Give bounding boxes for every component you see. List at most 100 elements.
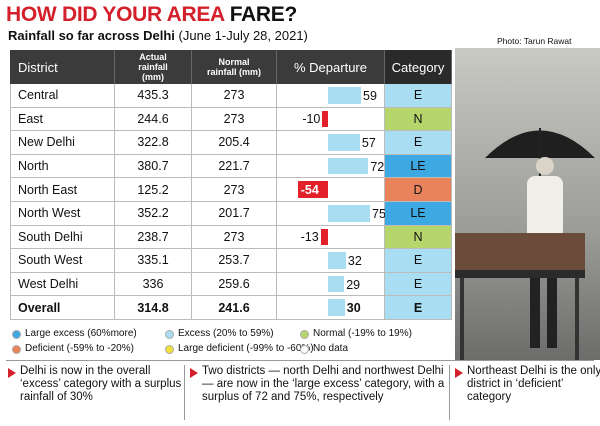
actual-cell: 435.3 xyxy=(115,84,192,108)
legend-label: Large excess (60%more) xyxy=(25,328,137,339)
departure-label: 57 xyxy=(361,135,376,150)
normal-cell: 259.6 xyxy=(192,272,277,297)
departure-label: 72 xyxy=(370,159,385,174)
category-cell: LE xyxy=(385,202,452,226)
actual-cell: 352.2 xyxy=(115,202,192,226)
header-cell: Normal rainfall (mm) xyxy=(192,50,277,84)
category-cell: N xyxy=(385,225,452,250)
note-divider xyxy=(449,365,450,420)
legend-dot xyxy=(12,345,21,354)
note-arrow xyxy=(455,368,463,378)
actual-cell: 314.8 xyxy=(115,296,192,320)
district-cell: East xyxy=(10,107,115,132)
photo-illustration xyxy=(455,128,595,360)
photo xyxy=(455,48,600,360)
legend-dot xyxy=(165,345,174,354)
legend-dot xyxy=(300,345,309,354)
actual-cell: 336 xyxy=(115,272,192,297)
category-cell: E xyxy=(385,131,452,155)
header-cell: District xyxy=(10,50,115,84)
category-cell: E xyxy=(385,272,452,297)
departure-bar xyxy=(328,252,346,269)
title-red: HOW DID YOUR AREA xyxy=(6,3,225,26)
normal-cell: 201.7 xyxy=(192,202,277,226)
departure-bar xyxy=(328,157,369,175)
departure-label: -54 xyxy=(300,183,319,198)
legend-label: No data xyxy=(313,343,349,354)
departure-bar xyxy=(322,110,328,128)
departure-cell xyxy=(277,249,385,273)
departure-bar xyxy=(328,299,345,316)
header-cell: % Departure xyxy=(277,50,385,84)
legend-label: Large deficient (-99% to -60%) xyxy=(178,343,314,354)
district-cell: North East xyxy=(10,178,115,202)
departure-bar xyxy=(328,275,345,293)
district-cell: North xyxy=(10,154,115,179)
legend-dot xyxy=(12,330,21,339)
departure-bar xyxy=(297,181,328,198)
note-arrow xyxy=(8,368,16,378)
district-cell: Central xyxy=(10,84,115,108)
subtitle-bold: Rainfall so far across Delhi xyxy=(8,28,175,43)
category-cell: LE xyxy=(385,154,452,179)
note-divider xyxy=(184,365,185,420)
departure-label: 59 xyxy=(363,88,377,103)
divider xyxy=(6,360,594,361)
normal-cell: 241.6 xyxy=(192,296,277,320)
actual-cell: 335.1 xyxy=(115,249,192,273)
departure-cell xyxy=(277,202,385,226)
departure-cell xyxy=(277,154,385,179)
subtitle: Rainfall so far across Delhi (June 1-Jul… xyxy=(8,28,308,43)
actual-cell: 238.7 xyxy=(115,225,192,250)
district-cell: South West xyxy=(10,249,115,273)
departure-label: 32 xyxy=(347,253,362,268)
departure-label: 30 xyxy=(346,301,361,316)
departure-cell xyxy=(277,178,385,202)
normal-cell: 273 xyxy=(192,225,277,250)
legend-label: Normal (-19% to 19%) xyxy=(313,328,412,339)
departure-bar xyxy=(328,87,362,104)
legend-label: Excess (20% to 59%) xyxy=(178,328,274,339)
departure-cell xyxy=(277,107,385,132)
normal-cell: 221.7 xyxy=(192,154,277,179)
actual-cell: 322.8 xyxy=(115,131,192,155)
title: HOW DID YOUR AREA FARE? xyxy=(6,3,297,27)
legend-dot xyxy=(300,330,309,339)
normal-cell: 273 xyxy=(192,178,277,202)
departure-label: 29 xyxy=(346,277,361,292)
category-cell: E xyxy=(385,84,452,108)
header-cell: Category xyxy=(385,50,452,84)
note: Two districts — north Delhi and northwes… xyxy=(202,365,445,403)
normal-cell: 273 xyxy=(192,84,277,108)
note: Delhi is now in the overall ‘excess’ cat… xyxy=(20,365,182,403)
subtitle-rest: (June 1-July 28, 2021) xyxy=(178,28,308,43)
category-cell: N xyxy=(385,107,452,132)
photo-credit: Photo: Tarun Rawat xyxy=(497,36,572,46)
legend-dot xyxy=(165,330,174,339)
title-black: FARE? xyxy=(229,3,298,26)
departure-label: -10 xyxy=(302,112,321,127)
departure-cell xyxy=(277,84,385,108)
departure-bar xyxy=(328,205,370,222)
category-cell: E xyxy=(385,249,452,273)
departure-cell xyxy=(277,131,385,155)
departure-cell xyxy=(277,296,385,320)
actual-cell: 125.2 xyxy=(115,178,192,202)
district-cell: Overall xyxy=(10,296,115,320)
normal-cell: 273 xyxy=(192,107,277,132)
departure-cell xyxy=(277,225,385,250)
district-cell: West Delhi xyxy=(10,272,115,297)
departure-label: 75 xyxy=(372,206,386,221)
header-cell: Actual rainfall (mm) xyxy=(115,50,192,84)
district-cell: South Delhi xyxy=(10,225,115,250)
departure-label: -13 xyxy=(300,230,319,245)
legend-label: Deficient (-59% to -20%) xyxy=(25,343,134,354)
actual-cell: 380.7 xyxy=(115,154,192,179)
actual-cell: 244.6 xyxy=(115,107,192,132)
departure-bar xyxy=(320,228,328,246)
note: Northeast Delhi is the only district in … xyxy=(467,365,600,403)
departure-cell xyxy=(277,272,385,297)
departure-bar xyxy=(328,134,360,151)
note-arrow xyxy=(190,368,198,378)
